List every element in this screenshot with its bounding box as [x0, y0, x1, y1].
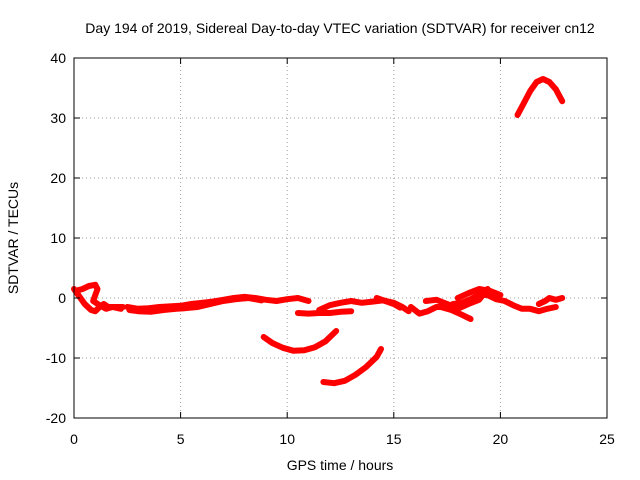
- y-tick-label: 0: [58, 290, 66, 306]
- x-tick-label: 0: [70, 431, 78, 447]
- y-tick-label: -20: [46, 410, 66, 426]
- series-arc-13: [454, 286, 504, 301]
- y-axis-title: SDTVAR / TECUs: [5, 182, 21, 294]
- chart-title: Day 194 of 2019, Sidereal Day-to-day VTE…: [85, 20, 595, 36]
- series-arc-8: [260, 328, 340, 354]
- series-arc-11: [422, 286, 491, 312]
- series-arc-4: [126, 295, 265, 315]
- x-axis-title: GPS time / hours: [287, 457, 394, 473]
- data-series: [71, 76, 566, 387]
- x-tick-labels: 0 5 10 15 20 25: [70, 431, 615, 447]
- y-tick-label: 10: [50, 230, 66, 246]
- series-arc-15: [514, 76, 566, 118]
- y-tick-label: 40: [50, 50, 66, 66]
- series-arc-12: [437, 304, 474, 322]
- series-arc-9: [320, 346, 384, 387]
- series-arc-5: [294, 308, 355, 317]
- series-arc-14: [535, 295, 566, 307]
- x-tick-label: 20: [493, 431, 509, 447]
- y-tick-label: -10: [46, 350, 66, 366]
- x-tick-label: 15: [386, 431, 402, 447]
- y-tick-label: 30: [50, 110, 66, 126]
- gridlines: [74, 58, 607, 418]
- series-arc-7: [373, 295, 404, 311]
- y-tick-label: 20: [50, 170, 66, 186]
- x-tick-label: 25: [599, 431, 615, 447]
- plot-frame: [73, 57, 608, 419]
- x-tick-label: 10: [279, 431, 295, 447]
- y-tick-labels: -20 -10 0 10 20 30 40: [46, 50, 66, 426]
- axis-ticks: [73, 57, 608, 419]
- series-arc-2: [73, 281, 124, 312]
- x-tick-label: 5: [177, 431, 185, 447]
